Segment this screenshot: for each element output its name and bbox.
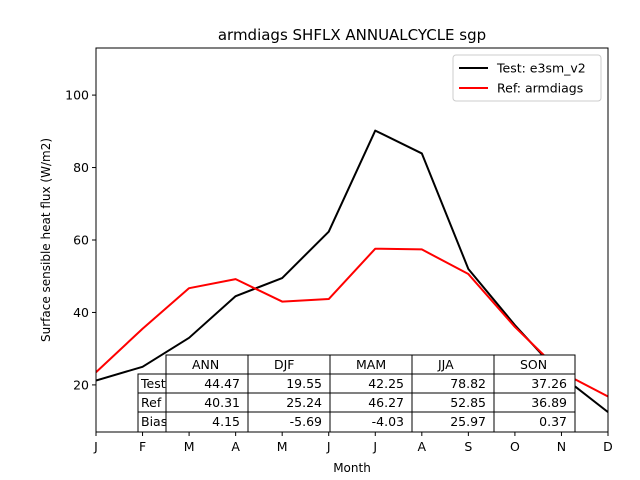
- table-row-label: Ref: [141, 395, 162, 410]
- x-tick-label: J: [326, 439, 331, 454]
- y-tick-label: 40: [73, 305, 89, 320]
- x-tick-label: M: [184, 439, 195, 454]
- y-axis-label: Surface sensible heat flux (W/m2): [39, 138, 53, 342]
- legend-label: Ref: armdiags: [497, 81, 583, 96]
- table-header-label: JJA: [437, 357, 454, 372]
- x-tick-label: N: [557, 439, 566, 454]
- table-header-label: MAM: [356, 357, 386, 372]
- table-cell-value: 37.26: [531, 376, 567, 391]
- x-tick-label: A: [418, 439, 427, 454]
- table-cell-value: 44.47: [204, 376, 240, 391]
- table-cell-value: 40.31: [204, 395, 240, 410]
- legend-box: [452, 54, 602, 102]
- y-tick-label: 100: [65, 88, 89, 103]
- table-cell-value: 42.25: [368, 376, 404, 391]
- x-tick-label: O: [510, 439, 520, 454]
- series-group: [96, 129, 608, 413]
- legend-label: Test: e3sm_v2: [496, 61, 586, 76]
- y-tick-label: 20: [73, 377, 89, 392]
- table-row-label: Bias: [141, 414, 167, 429]
- x-tick-label: M: [277, 439, 288, 454]
- table-header-label: ANN: [192, 357, 219, 372]
- x-tick-label: J: [93, 439, 98, 454]
- table-cell-value: -4.03: [372, 414, 404, 429]
- stats-table: ANN DJF MAM JJA SON Test 44.47 19.55 42.25 78.82 3…: [137, 354, 576, 433]
- y-tick-label: 80: [73, 160, 89, 175]
- table-header-label: DJF: [274, 357, 295, 372]
- table-cell-value: 46.27: [368, 395, 404, 410]
- y-tick-label: 60: [73, 233, 89, 248]
- x-axis-label: Month: [333, 461, 371, 475]
- legend: Test: e3sm_v2 Ref: armdiags: [452, 54, 602, 102]
- table-cell-value: 25.24: [286, 395, 322, 410]
- x-tick-label: S: [464, 439, 472, 454]
- table-cell-value: 25.97: [450, 414, 486, 429]
- table-cell-value: 0.37: [539, 414, 567, 429]
- table-row-label: Test: [140, 376, 166, 391]
- table-cell-value: -5.69: [290, 414, 322, 429]
- table-header-label: SON: [520, 357, 547, 372]
- x-tick-label: D: [603, 439, 613, 454]
- table-cell-value: 78.82: [450, 376, 486, 391]
- x-tick-label: J: [372, 439, 377, 454]
- x-tick-label: F: [139, 439, 146, 454]
- table-cell-value: 36.89: [531, 395, 567, 410]
- chart-title: armdiags SHFLX ANNUALCYCLE sgp: [218, 26, 486, 44]
- table-cell-value: 4.15: [212, 414, 240, 429]
- table-cell-value: 19.55: [286, 376, 322, 391]
- series-line-ref: [96, 247, 608, 398]
- table-cell-value: 52.85: [450, 395, 486, 410]
- x-tick-label: A: [231, 439, 240, 454]
